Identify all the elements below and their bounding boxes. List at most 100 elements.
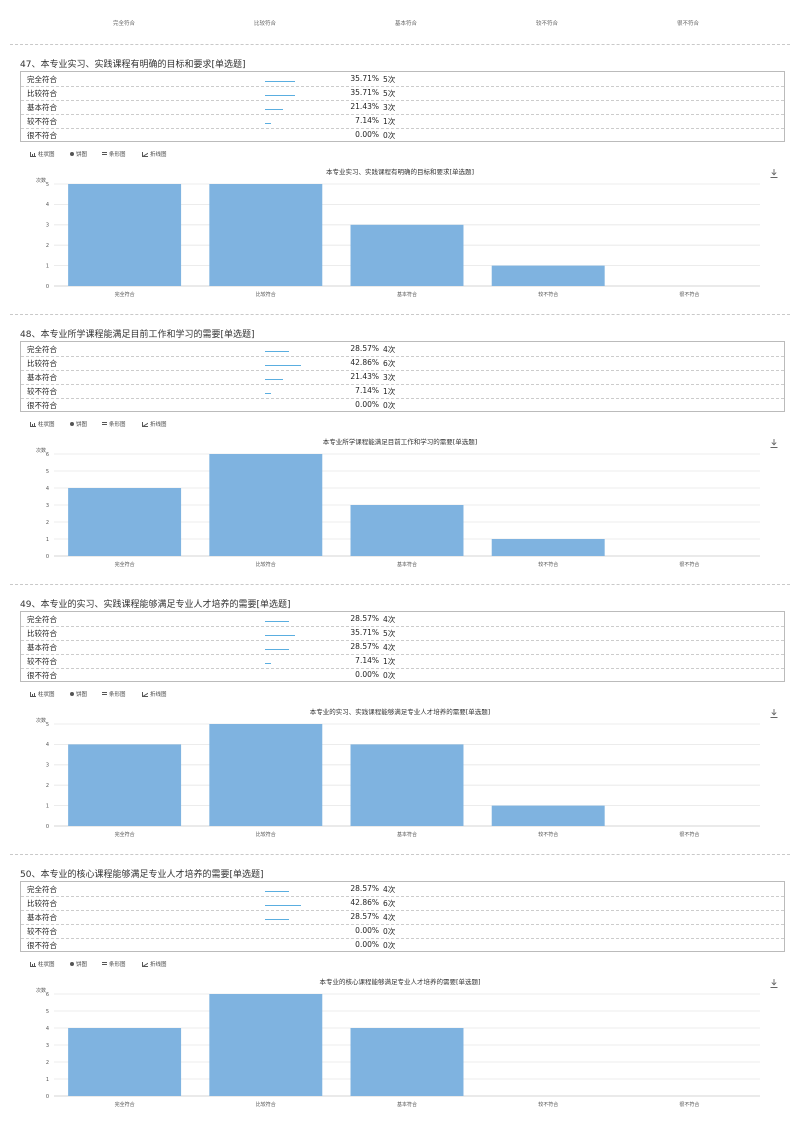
option-progress-bar	[265, 905, 301, 906]
question-block: 49、本专业的实习、实践课程能够满足专业人才培养的需要[单选题] 完全符合 28.5…	[0, 597, 800, 867]
option-progress-bar	[265, 81, 295, 82]
chart-type-button-3[interactable]: 折线图	[142, 690, 167, 698]
horizontal-bar-icon	[102, 962, 107, 966]
option-percent: 7.14%	[355, 386, 379, 395]
option-label: 很不符合	[27, 671, 57, 680]
option-label: 完全符合	[27, 615, 57, 624]
chart-type-button-0[interactable]: 柱状图	[30, 150, 55, 158]
bar	[68, 488, 182, 556]
chart-type-button-3[interactable]: 折线图	[142, 960, 167, 968]
section-divider	[10, 854, 790, 855]
bar	[209, 454, 323, 556]
chart-type-button-2[interactable]: 条形图	[102, 420, 126, 428]
download-icon[interactable]	[770, 709, 778, 718]
option-label: 较不符合	[27, 117, 57, 126]
chart-type-button-1[interactable]: 饼图	[70, 420, 87, 428]
x-tick-label: 比较符合	[256, 561, 276, 568]
chart-type-button-3[interactable]: 折线图	[142, 420, 167, 428]
chart-type-button-2[interactable]: 条形图	[102, 150, 126, 158]
option-percent: 7.14%	[355, 116, 379, 125]
option-count: 1次	[383, 657, 396, 666]
chart-type-button-1[interactable]: 饼图	[70, 960, 87, 968]
option-percent: 28.57%	[350, 884, 379, 893]
chart-type-button-2[interactable]: 条形图	[102, 690, 126, 698]
option-count: 0次	[383, 131, 396, 140]
table-row: 完全符合 28.57% 4次	[21, 342, 784, 357]
table-row: 基本符合 21.43% 3次	[21, 100, 784, 115]
chart-type-label: 折线图	[150, 152, 167, 158]
x-tick-label: 较不符合	[538, 561, 558, 568]
chart-title: 本专业的实习、实践课程能够满足专业人才培养的需要[单选题]	[310, 707, 491, 716]
bar-chart: 本专业所学课程能满足目前工作和学习的需要[单选题] 次数 0 1 2 3 4 5 6 完全符合 比较…	[36, 437, 760, 568]
chart-type-toolbar: 柱状图 饼图 条形图 折线图	[30, 690, 430, 700]
option-count: 0次	[383, 671, 396, 680]
option-label: 较不符合	[27, 387, 57, 396]
chart-type-button-1[interactable]: 饼图	[70, 690, 87, 698]
pie-chart-icon	[70, 962, 74, 966]
section-divider	[10, 584, 790, 585]
option-progress-bar	[265, 635, 295, 636]
x-tick-label: 比较符合	[256, 1101, 276, 1108]
chart-title: 本专业实习、实践课程有明确的目标和要求[单选题]	[326, 167, 474, 176]
chart-type-label: 折线图	[150, 692, 167, 698]
option-label: 比较符合	[27, 359, 57, 368]
download-icon[interactable]	[770, 169, 778, 178]
chart-type-button-3[interactable]: 折线图	[142, 150, 167, 158]
y-tick-label: 5	[46, 1009, 49, 1015]
chart-type-button-0[interactable]: 柱状图	[30, 420, 55, 428]
bar	[350, 744, 464, 826]
table-row: 比较符合 35.71% 5次	[21, 626, 784, 641]
y-axis-label: 次数	[36, 447, 46, 454]
line-chart-icon	[142, 961, 148, 967]
question-block: 50、本专业的核心课程能够满足专业人才培养的需要[单选题] 完全符合 28.57% 4…	[0, 867, 800, 1137]
option-progress-bar	[265, 351, 289, 352]
line-chart-icon	[142, 151, 148, 157]
option-percent: 0.00%	[355, 940, 379, 949]
bar-chart: 本专业实习、实践课程有明确的目标和要求[单选题] 次数 0 1 2 3 4 5 完全符合 比较符合…	[36, 167, 760, 298]
option-count: 5次	[383, 89, 396, 98]
x-tick-label: 基本符合	[397, 561, 417, 568]
download-icon[interactable]	[770, 979, 778, 988]
bar	[209, 994, 323, 1096]
question-title: 50、本专业的核心课程能够满足专业人才培养的需要[单选题]	[20, 870, 264, 880]
option-label: 完全符合	[27, 885, 57, 894]
option-percent: 35.71%	[350, 628, 379, 637]
option-count: 6次	[383, 359, 396, 368]
chart-type-button-1[interactable]: 饼图	[70, 150, 87, 158]
table-row: 比较符合 35.71% 5次	[21, 86, 784, 101]
y-tick-label: 0	[46, 824, 49, 830]
question-block: 48、本专业所学课程能满足目前工作和学习的需要[单选题] 完全符合 28.57% 4次…	[0, 327, 800, 597]
table-row: 较不符合 7.14% 1次	[21, 654, 784, 669]
chart-type-toolbar: 柱状图 饼图 条形图 折线图	[30, 960, 430, 970]
chart-type-label: 柱状图	[38, 962, 55, 968]
line-chart-icon	[142, 691, 148, 697]
option-label: 完全符合	[27, 75, 57, 84]
table-row: 比较符合 42.86% 6次	[21, 356, 784, 371]
y-tick-label: 2	[46, 243, 49, 249]
option-percent: 0.00%	[355, 926, 379, 935]
previous-chart-axis: 完全符合 比较符合 基本符合 较不符合 很不符合	[0, 0, 800, 32]
x-tick-label: 比较符合	[256, 831, 276, 838]
chart-title: 本专业的核心课程能够满足专业人才培养的需要[单选题]	[319, 977, 480, 986]
line-chart-icon	[142, 421, 148, 427]
y-tick-label: 4	[46, 1026, 49, 1032]
y-tick-label: 1	[46, 537, 49, 543]
option-label: 很不符合	[27, 941, 57, 950]
download-icon[interactable]	[770, 439, 778, 448]
table-row: 很不符合 0.00% 0次	[21, 668, 784, 682]
options-table: 完全符合 28.57% 4次 比较符合 42.86% 6次 基本符合 21.43% 3次 较不符合…	[20, 341, 785, 412]
option-count: 0次	[383, 927, 396, 936]
chart-type-button-0[interactable]: 柱状图	[30, 960, 55, 968]
bar	[350, 1028, 464, 1096]
table-row: 完全符合 35.71% 5次	[21, 72, 784, 87]
table-row: 基本符合 28.57% 4次	[21, 910, 784, 925]
chart-type-label: 条形图	[109, 692, 126, 698]
chart-type-button-2[interactable]: 条形图	[102, 960, 126, 968]
option-progress-bar	[265, 95, 295, 96]
x-tick-label: 很不符合	[679, 291, 699, 298]
y-tick-label: 1	[46, 263, 49, 269]
chart-type-button-0[interactable]: 柱状图	[30, 690, 55, 698]
table-row: 比较符合 42.86% 6次	[21, 896, 784, 911]
y-tick-label: 6	[46, 992, 49, 998]
option-percent: 21.43%	[350, 372, 379, 381]
